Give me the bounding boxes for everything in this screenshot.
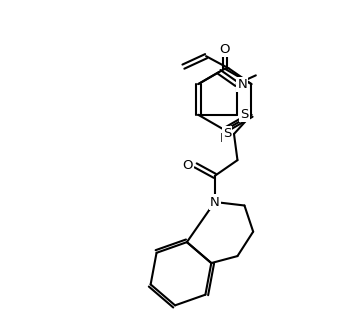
- Text: N: N: [210, 196, 220, 208]
- Text: N: N: [238, 78, 247, 90]
- Text: O: O: [182, 159, 193, 172]
- Text: N: N: [220, 132, 230, 145]
- Text: S: S: [240, 108, 249, 121]
- Text: S: S: [223, 127, 231, 140]
- Text: O: O: [220, 43, 230, 56]
